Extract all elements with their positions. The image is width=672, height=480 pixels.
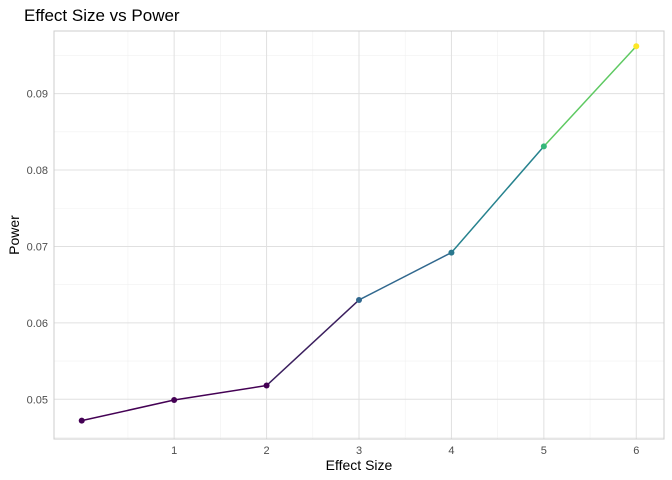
y-tick-label: 0.07 [27,241,48,253]
x-tick-label: 3 [356,445,362,457]
data-point [171,397,178,404]
y-tick-label: 0.09 [27,89,48,101]
x-axis-title: Effect Size [326,457,393,473]
series-lines [81,45,637,422]
x-tick-label: 1 [171,445,177,457]
series-line-segment [358,251,452,301]
x-tick-label: 5 [541,445,547,457]
series-line-segment [266,299,360,387]
series-line-segment [174,384,267,401]
gridlines [54,31,664,439]
data-point [633,43,640,50]
x-tick-label: 2 [264,445,270,457]
x-tick-label: 4 [448,445,454,457]
y-tick-label: 0.05 [27,394,48,406]
series-line-segment [450,145,545,254]
chart-title: Effect Size vs Power [24,6,180,25]
data-point [78,417,85,424]
y-tick-label: 0.08 [27,165,48,177]
data-point [540,143,547,150]
series-line-segment [543,45,637,147]
y-axis-title: Power [6,215,22,255]
series-line-segment [81,399,175,422]
series-points [78,43,640,424]
tick-labels: 1 2 3 4 5 6 0.05 0.06 0.07 0.08 0.09 [27,89,640,457]
data-point [356,296,362,303]
plot-panel [53,30,665,440]
data-point [263,382,270,389]
x-tick-label: 6 [633,445,639,457]
data-point [448,249,455,256]
y-tick-label: 0.06 [27,318,48,330]
